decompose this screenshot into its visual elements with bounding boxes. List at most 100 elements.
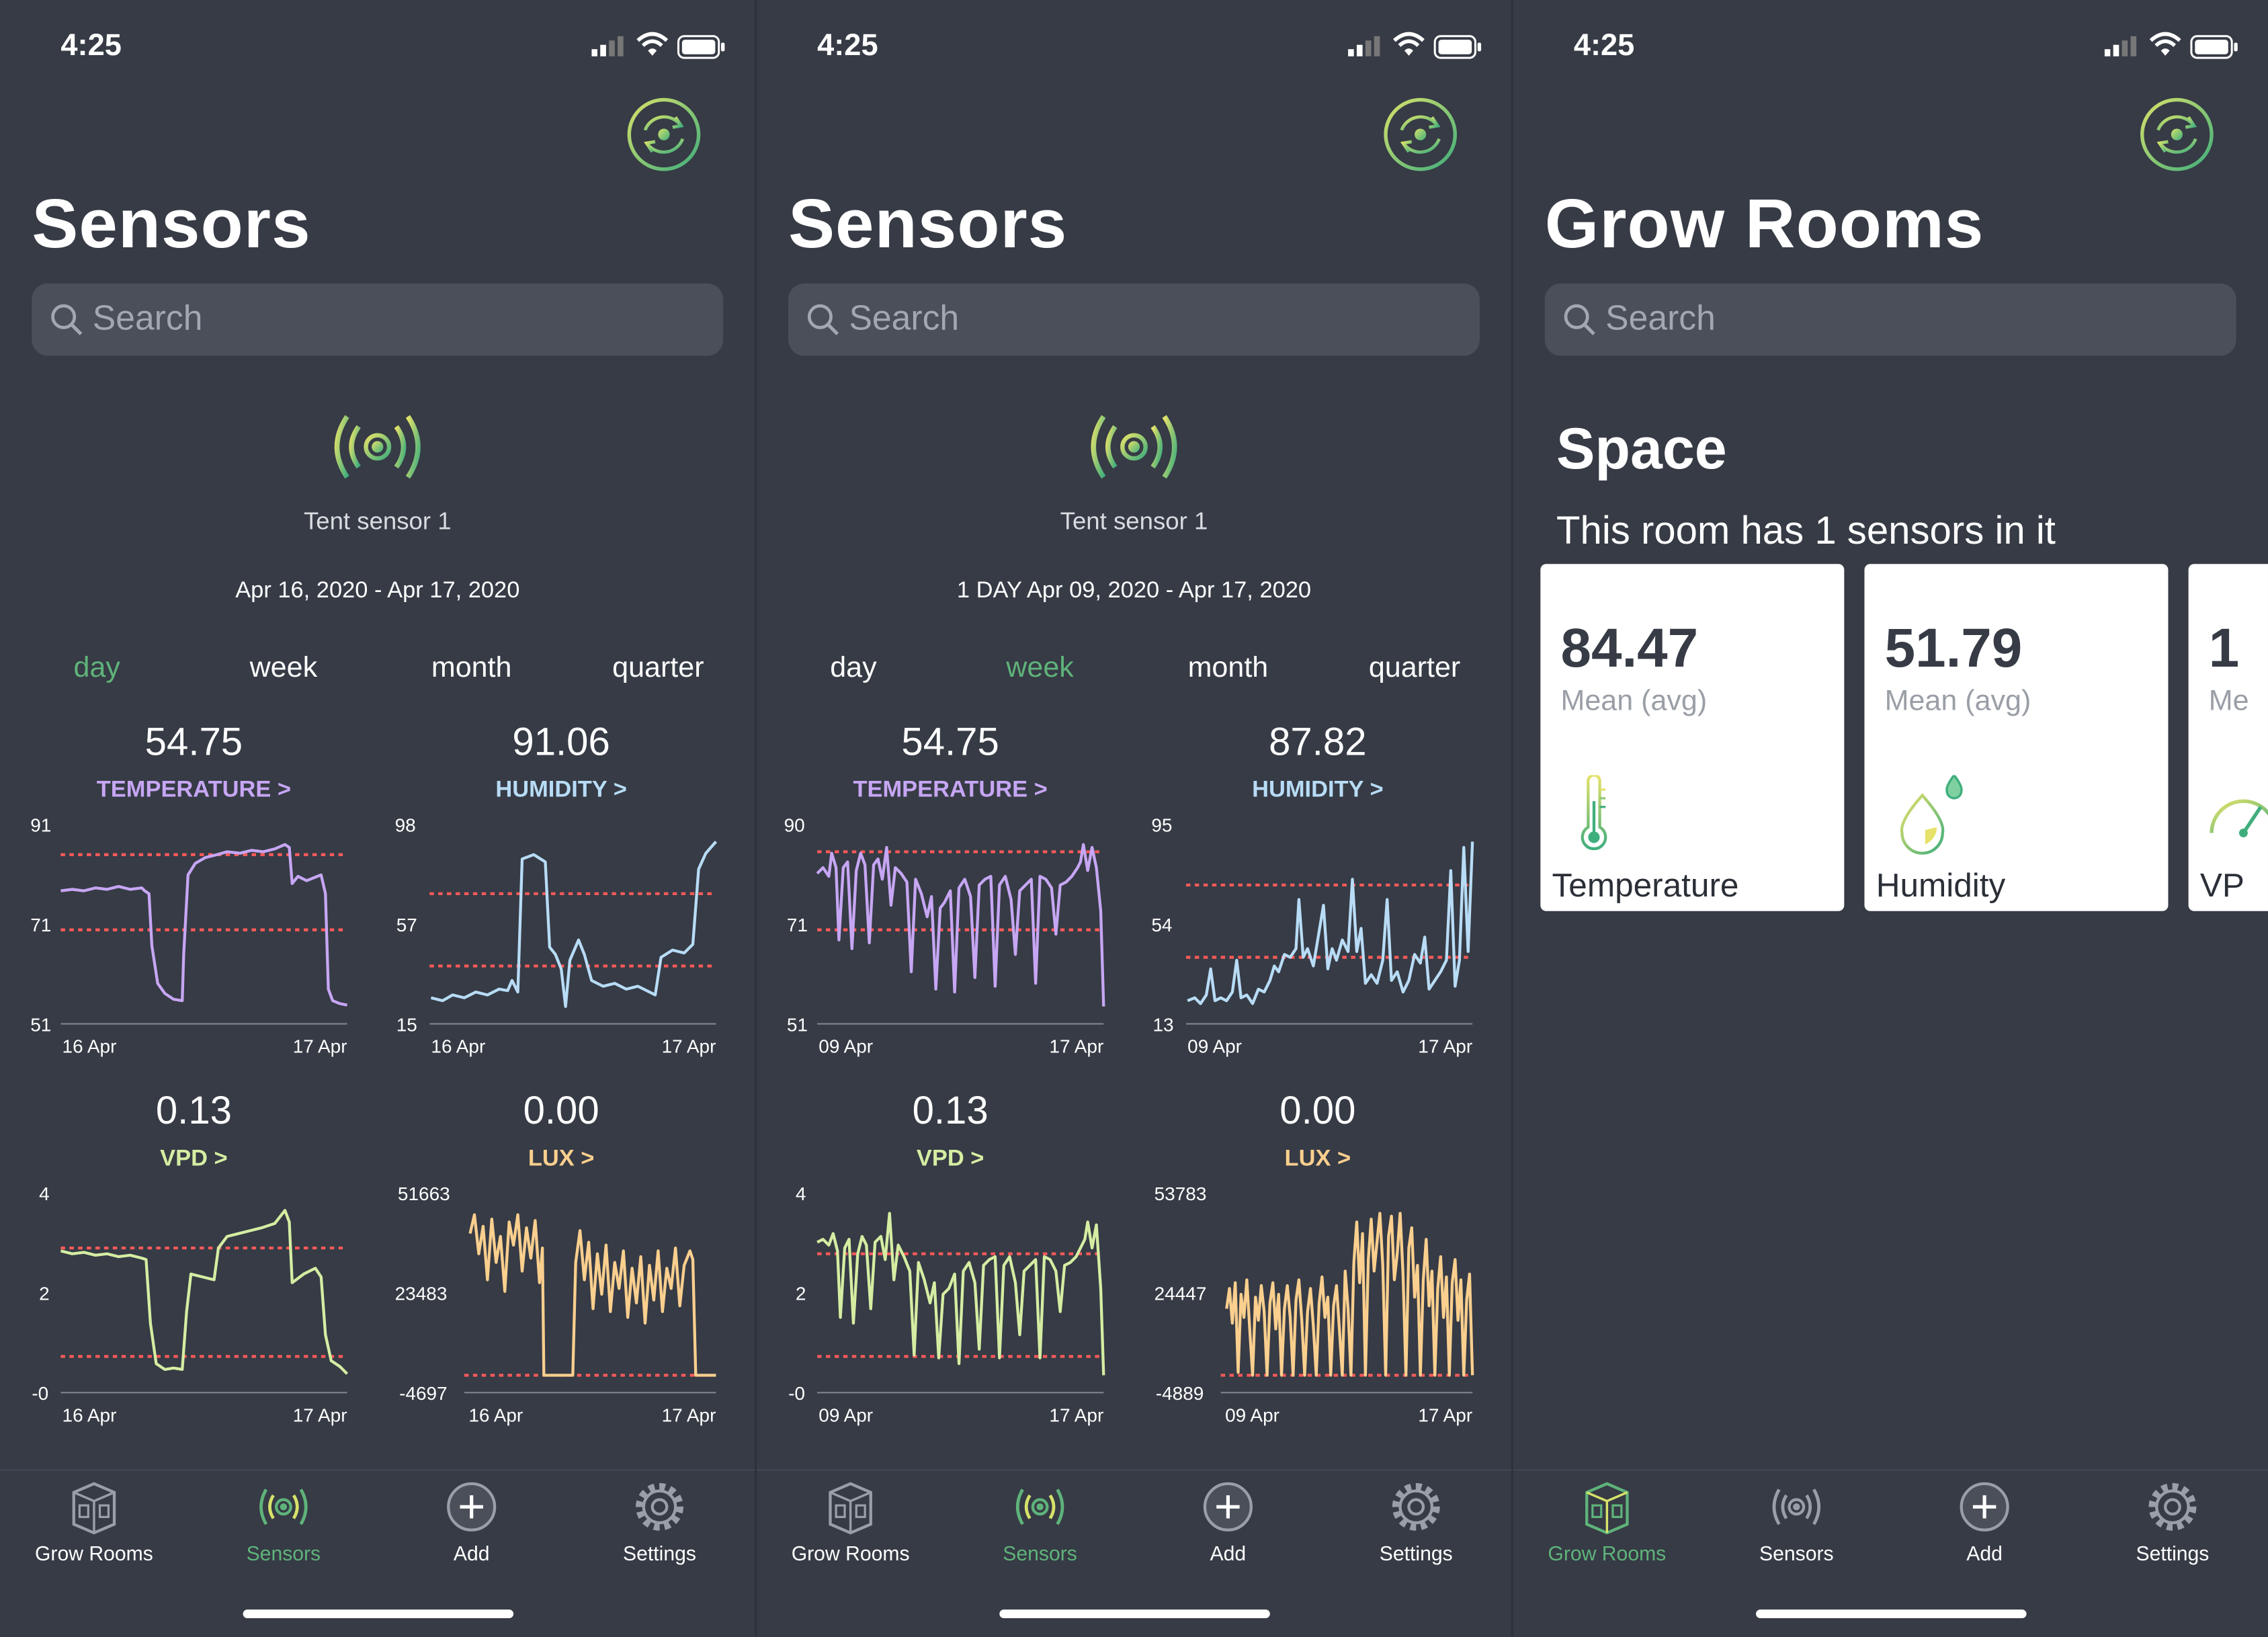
room-subtitle: This room has 1 sensors in it	[1556, 509, 2056, 553]
temperature-value: 54.75	[901, 720, 999, 764]
status-time: 4:25	[60, 29, 122, 62]
temperature-x-tick-end: 17 Apr	[293, 1036, 347, 1057]
search-input[interactable]: Search	[1544, 283, 2236, 356]
tab-add[interactable]: Add	[1134, 1478, 1322, 1564]
sync-icon[interactable]	[1382, 95, 1460, 173]
room-name[interactable]: Space	[1556, 417, 1727, 482]
lux-chart: 51663 23483 -4697 16 Apr 17 Apr	[395, 1183, 716, 1425]
cellular-signal-icon	[2104, 36, 2137, 56]
humidity-link[interactable]: HUMIDITY >	[495, 778, 627, 803]
tab-settings[interactable]: Settings	[1322, 1478, 1510, 1564]
tab-sensors[interactable]: Sensors	[190, 1478, 378, 1564]
search-input[interactable]: Search	[788, 283, 1480, 356]
humidity-y-tick-max: 98	[395, 814, 416, 835]
search-placeholder: Search	[92, 299, 203, 339]
tab-add[interactable]: Add	[1890, 1478, 2078, 1564]
period-quarter[interactable]: quarter	[612, 652, 704, 684]
tab-sensors[interactable]: Sensors	[946, 1478, 1134, 1564]
vpd-card[interactable]: 1 Me VP	[2188, 564, 2268, 911]
temperature-value: 54.75	[144, 720, 243, 764]
humidity-value: 87.82	[1269, 720, 1367, 764]
vpd-link[interactable]: VPD >	[160, 1146, 228, 1172]
card-label: Temperature	[1552, 866, 1739, 904]
tab-label: Sensors	[1759, 1541, 1834, 1565]
grow-room-icon	[1585, 1482, 1629, 1535]
lux-link[interactable]: LUX >	[528, 1146, 595, 1172]
tab-settings[interactable]: Settings	[2078, 1478, 2267, 1564]
lux-y-tick-min: -4697	[399, 1383, 448, 1404]
cellular-signal-icon	[591, 36, 624, 56]
tab-bar	[0, 1469, 755, 1637]
add-circle-icon	[447, 1482, 497, 1531]
page-title: Sensors	[788, 186, 1068, 263]
search-placeholder: Search	[1605, 299, 1716, 339]
tab-bar	[756, 1469, 1512, 1637]
tab-sensors[interactable]: Sensors	[1702, 1478, 1890, 1564]
gear-icon	[635, 1482, 684, 1531]
card-mean-label: Mean (avg)	[1560, 685, 1708, 718]
sensor-broadcast-icon	[334, 415, 421, 479]
thermometer-icon	[1581, 775, 1607, 851]
page-title: Sensors	[32, 186, 311, 263]
vpd-chart: 4 2 -0 09 Apr 17 Apr	[788, 1183, 1105, 1425]
wifi-icon	[1393, 32, 1425, 56]
humidity-x-tick-end: 17 Apr	[662, 1036, 716, 1057]
tab-grow-rooms[interactable]: Grow Rooms	[1513, 1478, 1701, 1564]
sync-icon[interactable]	[2138, 95, 2216, 173]
gear-icon	[1392, 1482, 1440, 1531]
vpd-link[interactable]: VPD >	[916, 1146, 984, 1172]
vpd-y-tick-min: -0	[788, 1383, 805, 1404]
temperature-y-tick-mid: 71	[787, 915, 808, 935]
temperature-x-tick-start: 09 Apr	[818, 1036, 873, 1057]
grow-room-icon	[829, 1482, 872, 1535]
home-indicator	[243, 1609, 514, 1619]
lux-y-tick-mid: 24447	[1154, 1284, 1207, 1304]
vpd-x-tick-start: 09 Apr	[818, 1404, 873, 1425]
humidity-card[interactable]: 51.79 Mean (avg) Humidity	[1864, 564, 2169, 911]
tab-grow-rooms[interactable]: Grow Rooms	[0, 1478, 188, 1564]
tab-label: Settings	[623, 1541, 696, 1565]
vpd-y-tick-max: 4	[39, 1183, 50, 1204]
tab-label: Add	[1966, 1541, 2003, 1565]
tab-bar	[1513, 1469, 2268, 1637]
tab-grow-rooms[interactable]: Grow Rooms	[757, 1478, 945, 1564]
phone-screen-sensors-day: 4:25 Sensors Search Tent sensor 1 Apr 16…	[0, 0, 755, 1637]
period-week[interactable]: week	[1006, 652, 1074, 684]
period-week[interactable]: week	[249, 652, 318, 684]
lux-y-tick-min: -4889	[1156, 1383, 1204, 1404]
humidity-y-tick-mid: 57	[396, 915, 417, 935]
temperature-card[interactable]: 84.47 Mean (avg) Temperature	[1540, 564, 1845, 911]
sensor-name: Tent sensor 1	[303, 507, 452, 536]
vpd-y-tick-mid: 2	[39, 1284, 50, 1304]
vpd-y-tick-mid: 2	[796, 1284, 806, 1304]
period-month[interactable]: month	[1187, 652, 1269, 684]
sensor-broadcast-icon	[259, 1488, 308, 1525]
humidity-x-tick-start: 16 Apr	[431, 1036, 485, 1057]
period-month[interactable]: month	[431, 652, 512, 684]
lux-x-tick-start: 09 Apr	[1225, 1404, 1279, 1425]
lux-link[interactable]: LUX >	[1284, 1146, 1351, 1172]
temperature-chart: 90 71 51 09 Apr 17 Apr	[784, 814, 1105, 1057]
wifi-icon	[2149, 32, 2181, 56]
period-day[interactable]: day	[73, 652, 120, 684]
tab-label: Sensors	[246, 1541, 321, 1565]
lux-value: 0.00	[1279, 1089, 1356, 1132]
search-input[interactable]: Search	[32, 283, 724, 356]
humidity-y-tick-min: 15	[396, 1014, 417, 1035]
gauge-icon	[2210, 799, 2268, 837]
period-day[interactable]: day	[830, 652, 877, 684]
sync-icon[interactable]	[625, 95, 703, 173]
gear-icon	[2148, 1482, 2197, 1531]
tab-add[interactable]: Add	[378, 1478, 566, 1564]
period-quarter[interactable]: quarter	[1368, 652, 1461, 684]
lux-x-tick-start: 16 Apr	[468, 1404, 523, 1425]
temperature-link[interactable]: TEMPERATURE >	[96, 778, 292, 803]
humidity-link[interactable]: HUMIDITY >	[1252, 778, 1384, 803]
sensor-broadcast-icon	[1772, 1488, 1821, 1525]
grow-room-icon	[72, 1482, 116, 1535]
tab-label: Grow Rooms	[34, 1541, 153, 1565]
lux-chart: 53783 24447 -4889 09 Apr 17 Apr	[1154, 1183, 1474, 1425]
tab-settings[interactable]: Settings	[566, 1478, 754, 1564]
temperature-y-tick-min: 51	[30, 1014, 51, 1035]
temperature-link[interactable]: TEMPERATURE >	[853, 778, 1048, 803]
